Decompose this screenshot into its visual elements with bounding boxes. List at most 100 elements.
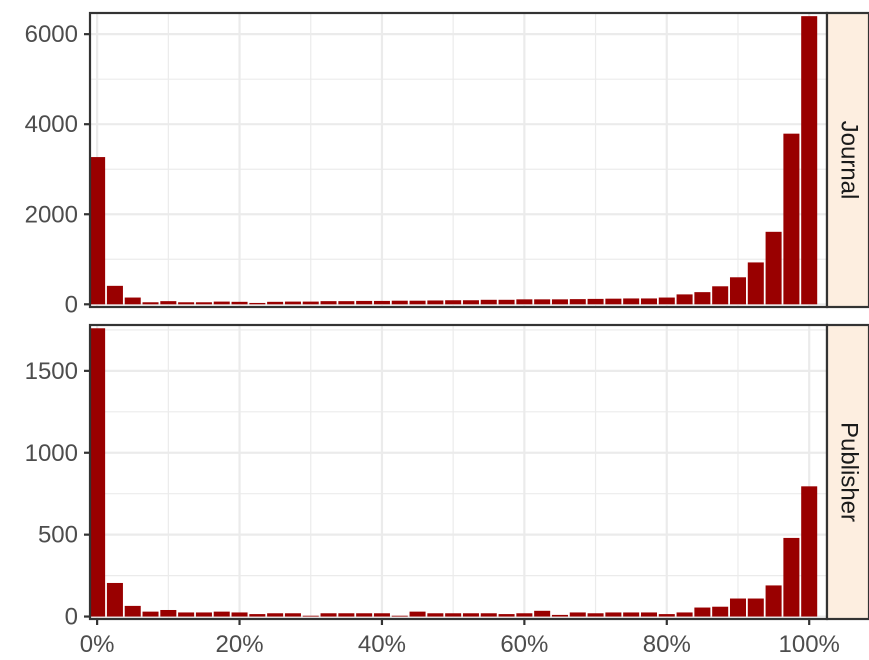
- histogram-bar: [801, 16, 818, 305]
- histogram-bar: [89, 157, 106, 305]
- histogram-bar: [142, 302, 159, 305]
- histogram-bar: [462, 613, 479, 617]
- histogram-bar: [267, 301, 284, 305]
- histogram-bar: [142, 611, 159, 617]
- histogram-bar: [178, 612, 195, 617]
- histogram-bar: [160, 301, 177, 305]
- histogram-bar: [765, 231, 782, 305]
- histogram-bar: [89, 328, 106, 617]
- histogram-bar: [178, 302, 195, 305]
- histogram-bar: [747, 262, 764, 305]
- histogram-bar: [605, 298, 622, 305]
- facet-strip-label: Publisher: [836, 422, 863, 522]
- histogram-bar: [623, 612, 640, 617]
- histogram-bar: [284, 301, 301, 305]
- histogram-bar: [213, 301, 230, 305]
- histogram-bar: [783, 537, 800, 617]
- histogram-bar: [338, 613, 355, 617]
- histogram-bar: [534, 610, 551, 617]
- histogram-bar: [409, 611, 426, 617]
- x-tick-label: 20%: [216, 631, 264, 658]
- histogram-bar: [462, 300, 479, 305]
- y-tick-label: 0: [65, 291, 78, 318]
- facet-strip: [825, 11, 869, 309]
- histogram-bar: [445, 300, 462, 305]
- panel-background: [90, 13, 827, 307]
- x-tick-label: 100%: [779, 631, 840, 658]
- x-tick-label: 40%: [358, 631, 406, 658]
- histogram-bar: [160, 609, 177, 617]
- histogram-bar: [605, 612, 622, 617]
- histogram-bar: [267, 613, 284, 617]
- histogram-bar: [569, 299, 586, 305]
- histogram-bar: [284, 613, 301, 617]
- histogram-bar: [498, 299, 515, 305]
- histogram-bar: [106, 285, 123, 305]
- histogram-bar: [480, 299, 497, 305]
- histogram-bar: [676, 294, 693, 305]
- histogram-bar: [302, 301, 319, 305]
- x-axis: 0% 20% 40% 60% 80% 100%: [80, 619, 840, 658]
- y-tick-label: 2000: [25, 201, 78, 228]
- histogram-bar: [195, 612, 212, 617]
- histogram-bar: [231, 612, 248, 617]
- y-tick-label: 500: [38, 522, 78, 549]
- histogram-bar: [249, 614, 266, 617]
- histogram-bar: [320, 613, 337, 617]
- histogram-bar: [676, 612, 693, 617]
- y-tick-label: 4000: [25, 111, 78, 138]
- histogram-bar: [712, 286, 729, 305]
- y-tick-label: 0: [65, 604, 78, 631]
- histogram-bar: [569, 612, 586, 617]
- x-tick-label: 0%: [80, 631, 115, 658]
- histogram-bar: [427, 300, 444, 305]
- histogram-bar: [338, 301, 355, 305]
- x-tick-label: 60%: [500, 631, 548, 658]
- histogram-bar: [320, 301, 337, 305]
- histogram-bar: [427, 613, 444, 617]
- histogram-bar: [694, 607, 711, 617]
- histogram-bar: [373, 613, 390, 617]
- histogram-bar: [356, 300, 373, 305]
- histogram-bar: [801, 486, 818, 617]
- histogram-bar: [587, 613, 604, 617]
- histogram-bar: [587, 298, 604, 305]
- histogram-bar: [712, 606, 729, 617]
- histogram-bar: [445, 613, 462, 617]
- histogram-bar: [783, 133, 800, 305]
- histogram-bar: [480, 613, 497, 617]
- y-tick-label: 6000: [25, 21, 78, 48]
- histogram-bar: [391, 615, 408, 617]
- facet-strip: [825, 323, 869, 621]
- histogram-bar: [213, 611, 230, 617]
- panel-background: [90, 325, 827, 619]
- histogram-bar: [106, 582, 123, 617]
- histogram-bar: [640, 612, 657, 617]
- y-tick-label: 1500: [25, 358, 78, 385]
- panel-publisher: 0 500 1000 1500 Publisher: [25, 323, 869, 631]
- histogram-bar: [747, 598, 764, 617]
- histogram-bar: [356, 613, 373, 617]
- histogram-bar: [302, 615, 319, 617]
- histogram-bar: [231, 301, 248, 305]
- histogram-bar: [409, 300, 426, 305]
- histogram-bar: [373, 300, 390, 305]
- histogram-bar: [551, 614, 568, 617]
- histogram-bar: [658, 614, 675, 617]
- facet-strip-label: Journal: [836, 121, 863, 200]
- histogram-bar: [124, 297, 141, 305]
- histogram-bar: [391, 300, 408, 305]
- histogram-bar: [516, 613, 533, 617]
- histogram-bar: [765, 585, 782, 617]
- histogram-bar: [729, 277, 747, 305]
- histogram-bar: [534, 299, 551, 305]
- histogram-bar: [249, 302, 266, 305]
- histogram-bar: [658, 297, 675, 305]
- histogram-bar: [640, 298, 657, 305]
- histogram-bar: [498, 614, 515, 617]
- histogram-bar: [195, 302, 212, 305]
- histogram-bar: [623, 298, 640, 305]
- y-tick-label: 1000: [25, 440, 78, 467]
- histogram-bar: [124, 605, 141, 617]
